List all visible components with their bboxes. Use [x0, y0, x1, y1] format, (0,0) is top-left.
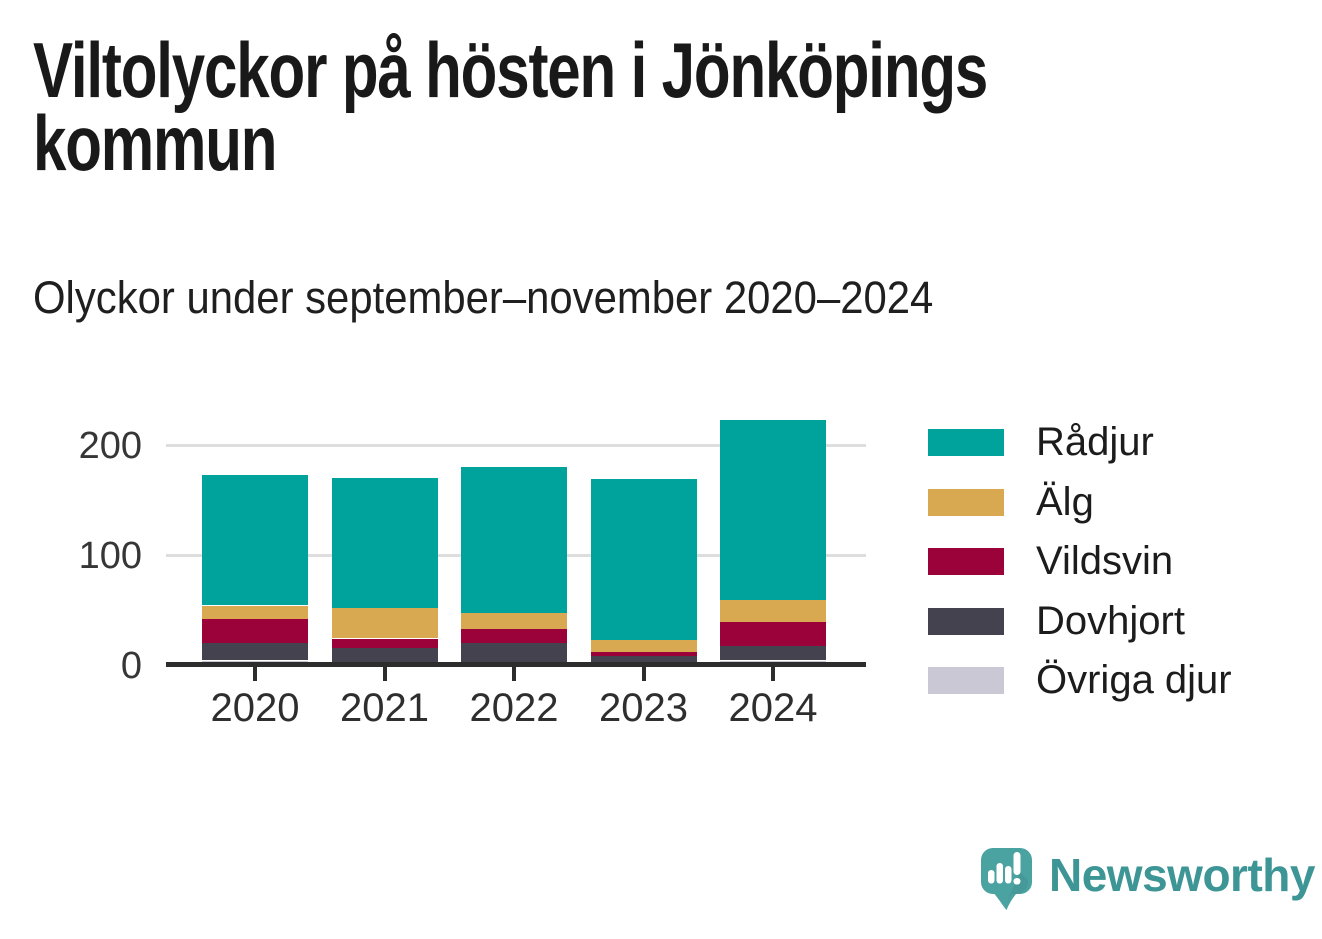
bar-segment-rådjur-2021	[331, 477, 438, 608]
bar-segment-dovhjort-2024	[720, 646, 826, 661]
legend-swatch	[928, 429, 1004, 456]
legend-label: Vildsvin	[1036, 539, 1174, 583]
page-title: Viltolyckor på hösten i Jönköpings kommu…	[33, 26, 988, 188]
legend-item-dovhjort: Dovhjort	[928, 599, 1232, 643]
y-axis-tick-label: 100	[78, 535, 142, 577]
chart-subtitle: Olyckor under september–november 2020–20…	[33, 272, 934, 323]
legend-label: Dovhjort	[1036, 598, 1185, 643]
bar-segment-älg-2020	[202, 605, 308, 619]
x-axis-line	[166, 662, 866, 667]
legend-swatch	[928, 548, 1004, 575]
bar-segment-dovhjort-2022	[461, 642, 567, 664]
x-axis-label-2023: 2023	[599, 686, 688, 730]
bar-segment-vildsvin-2024	[720, 622, 826, 647]
legend-item-rådjur: Rådjur	[928, 420, 1232, 464]
x-axis-tick	[253, 667, 257, 681]
bar-segment-vildsvin-2023	[590, 651, 697, 657]
bar-segment-rådjur-2023	[590, 479, 697, 640]
bar-segment-dovhjort-2020	[202, 642, 308, 661]
chart-legend: Rådjur Älg Vildsvin Dovhjort Övriga djur	[928, 420, 1232, 727]
y-axis-tick-label: 0	[120, 645, 142, 687]
bar-segment-vildsvin-2020	[202, 618, 308, 643]
brand-footer: Newsworthy	[981, 848, 1315, 912]
x-axis-label-2024: 2024	[728, 686, 818, 730]
bar-segment-rådjur-2022	[461, 466, 567, 614]
gridline-y200	[166, 444, 866, 447]
bar-segment-älg-2024	[720, 600, 826, 622]
x-axis-tick	[382, 667, 387, 681]
x-axis-tick	[771, 667, 775, 681]
bar-segment-dovhjort-2021	[331, 648, 438, 664]
legend-swatch	[928, 667, 1004, 694]
bar-segment-rådjur-2024	[720, 419, 826, 600]
legend-label: Övriga djur	[1036, 658, 1232, 702]
legend-swatch	[928, 488, 1004, 516]
bar-segment-vildsvin-2022	[461, 628, 567, 643]
bar-segment-älg-2023	[590, 639, 697, 652]
bar-segment-älg-2021	[331, 607, 438, 639]
brand-name: Newsworthy	[1049, 849, 1315, 901]
legend-label: Rådjur	[1036, 420, 1154, 464]
legend-item-älg: Älg	[928, 480, 1232, 524]
x-axis-label-2022: 2022	[469, 686, 559, 730]
x-axis-tick	[512, 667, 516, 681]
x-axis-tick	[641, 667, 646, 681]
bar-segment-vildsvin-2021	[331, 638, 438, 649]
legend-item-vildsvin: Vildsvin	[928, 539, 1232, 583]
legend-label: Älg	[1036, 479, 1094, 524]
y-axis-tick-label: 200	[78, 425, 142, 467]
bar-segment-dovhjort-2023	[590, 656, 697, 665]
legend-swatch	[928, 607, 1004, 635]
legend-item-övriga-djur: Övriga djur	[928, 658, 1232, 702]
bar-segment-rådjur-2020	[202, 474, 308, 606]
x-axis-label-2021: 2021	[340, 686, 429, 730]
x-axis-label-2020: 2020	[210, 686, 300, 730]
newsworthy-logo-icon	[981, 848, 1032, 910]
bar-segment-älg-2022	[461, 613, 567, 629]
